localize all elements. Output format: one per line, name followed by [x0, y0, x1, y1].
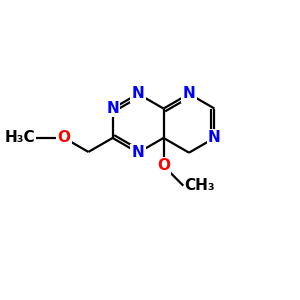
Text: O: O [58, 130, 71, 146]
Text: N: N [208, 130, 221, 146]
Text: N: N [132, 145, 144, 160]
Text: N: N [132, 86, 144, 101]
Text: H₃C: H₃C [4, 130, 35, 146]
Text: N: N [106, 101, 119, 116]
Text: N: N [183, 86, 195, 101]
Text: O: O [157, 158, 170, 173]
Text: CH₃: CH₃ [184, 178, 215, 193]
